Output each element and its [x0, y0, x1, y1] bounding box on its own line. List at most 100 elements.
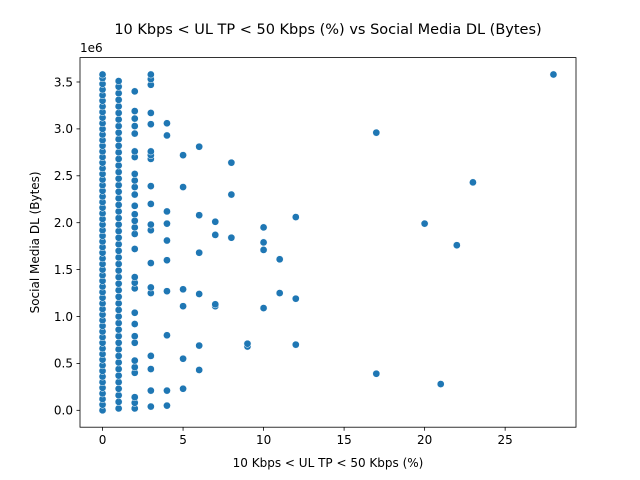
- y-tick-label: 2.5: [54, 169, 73, 183]
- data-point: [114, 345, 123, 354]
- x-tick-label: 25: [498, 433, 513, 447]
- data-point: [179, 354, 187, 363]
- data-point: [163, 119, 171, 128]
- data-point: [147, 402, 155, 411]
- data-point: [163, 287, 171, 296]
- data-point: [98, 70, 107, 79]
- data-point: [130, 230, 139, 238]
- data-point: [130, 170, 139, 178]
- data-point: [372, 369, 381, 378]
- chart-title: 10 Kbps < UL TP < 50 Kbps (%) vs Social …: [114, 22, 541, 38]
- data-point: [114, 174, 123, 183]
- data-point: [179, 384, 187, 393]
- data-point: [163, 219, 171, 228]
- data-point: [179, 151, 187, 160]
- data-point: [114, 115, 123, 124]
- data-point: [130, 216, 139, 225]
- data-point: [147, 352, 155, 360]
- data-point: [259, 238, 268, 247]
- data-point: [147, 70, 155, 79]
- data-point: [130, 363, 139, 372]
- data-point: [130, 338, 139, 347]
- x-axis: 0 5 10 15 20 25: [99, 427, 513, 447]
- data-point: [163, 401, 171, 410]
- data-point: [130, 273, 139, 281]
- data-point: [114, 194, 123, 203]
- data-point: [114, 246, 123, 255]
- data-point: [130, 107, 139, 115]
- data-point: [114, 128, 123, 137]
- data-point: [147, 147, 155, 156]
- data-point: [114, 338, 123, 347]
- data-point: [291, 213, 300, 221]
- data-point: [275, 289, 284, 297]
- data-point: [195, 142, 204, 151]
- data-point: [130, 147, 139, 156]
- data-point: [114, 148, 123, 157]
- data-point: [114, 273, 123, 281]
- data-point: [114, 398, 123, 406]
- data-point: [114, 286, 123, 295]
- x-axis-label: 10 Kbps < UL TP < 50 Kbps (%): [233, 456, 424, 470]
- x-tick-label: 5: [179, 433, 187, 447]
- y-tick-label: 3.0: [54, 122, 73, 136]
- data-point: [147, 283, 155, 292]
- data-point: [130, 190, 139, 199]
- data-point: [130, 176, 139, 185]
- data-point: [114, 220, 123, 229]
- data-point: [114, 371, 123, 380]
- data-point: [227, 190, 236, 199]
- data-point: [163, 331, 171, 340]
- data-point: [114, 109, 123, 117]
- data-point: [130, 320, 139, 328]
- data-point: [114, 214, 123, 222]
- data-point: [147, 365, 155, 373]
- data-point: [130, 332, 139, 341]
- data-point: [227, 233, 236, 242]
- data-point: [130, 183, 139, 191]
- data-point: [114, 161, 123, 170]
- data-point: [163, 207, 171, 216]
- y-tick-label: 3.5: [54, 75, 73, 89]
- data-point: [114, 299, 123, 308]
- data-point: [114, 391, 123, 400]
- data-point: [114, 352, 123, 360]
- data-point: [211, 231, 220, 239]
- x-tick-label: 10: [256, 433, 271, 447]
- data-point: [114, 135, 123, 144]
- data-point: [114, 77, 123, 85]
- data-point: [147, 386, 155, 395]
- data-point: [147, 200, 155, 208]
- data-point: [130, 308, 139, 317]
- data-point: [452, 241, 461, 250]
- data-point: [147, 182, 155, 190]
- data-point: [163, 236, 171, 245]
- data-point: [227, 158, 236, 167]
- data-point: [114, 201, 123, 209]
- data-point: [130, 122, 139, 130]
- data-point: [114, 292, 123, 301]
- data-point: [114, 187, 123, 196]
- y-tick-label: 1.0: [54, 310, 73, 324]
- data-point: [130, 245, 139, 253]
- data-point: [259, 304, 268, 312]
- y-tick-label: 1.5: [54, 263, 73, 277]
- data-point: [114, 227, 123, 235]
- data-point: [195, 248, 204, 257]
- data-point: [114, 95, 123, 104]
- data-point: [291, 340, 300, 349]
- data-point: [114, 253, 123, 262]
- data-point: [114, 306, 123, 314]
- data-point: [114, 319, 123, 327]
- data-point: [420, 219, 429, 228]
- data-point: [130, 210, 139, 219]
- data-point: [179, 285, 187, 294]
- data-point: [372, 128, 381, 137]
- data-point: [114, 89, 123, 98]
- data-point: [114, 155, 123, 163]
- data-point: [114, 332, 123, 341]
- data-point: [179, 183, 187, 191]
- data-point: [211, 300, 220, 309]
- data-point: [147, 120, 155, 129]
